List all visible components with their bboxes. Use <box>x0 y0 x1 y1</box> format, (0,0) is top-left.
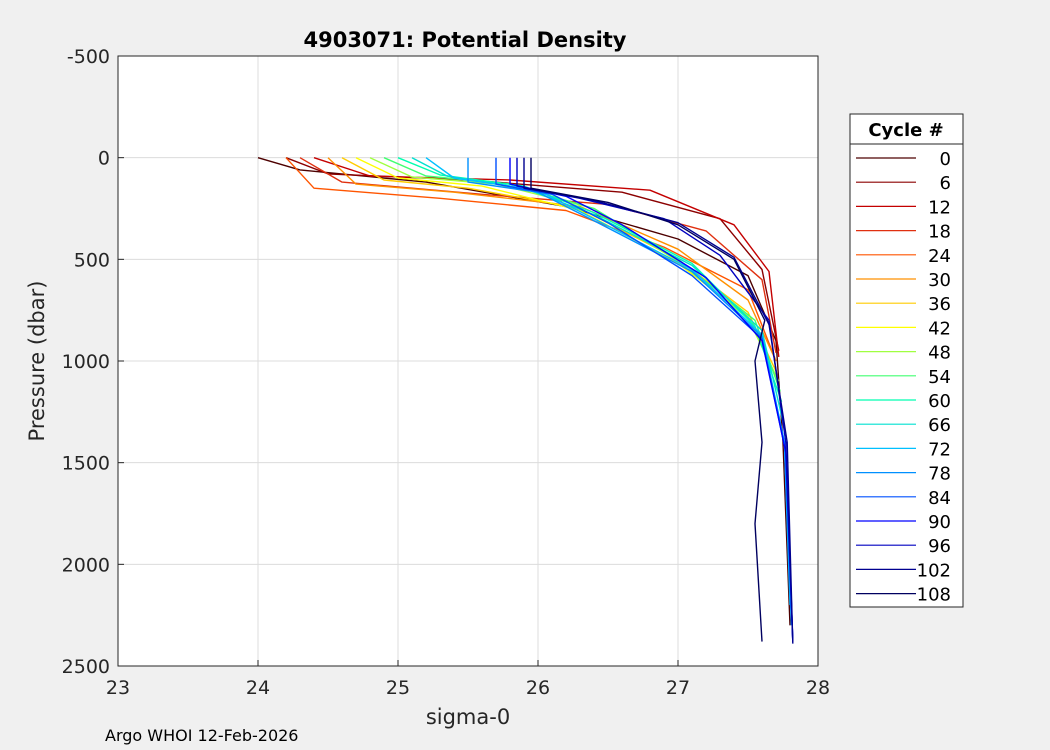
legend-title: Cycle # <box>868 120 943 141</box>
y-tick-label: 1000 <box>62 351 110 373</box>
legend-label: 78 <box>928 464 951 485</box>
legend-label: 60 <box>928 391 951 412</box>
legend: Cycle # 0 6 12 18 24 30 36 42 48 54 60 66 72 78 84 90 96… <box>849 113 964 608</box>
y-tick-label: 1500 <box>62 453 110 475</box>
legend-label: 102 <box>917 560 951 581</box>
legend-label: 108 <box>917 585 951 606</box>
legend-label: 0 <box>940 149 951 170</box>
x-tick-label: 27 <box>666 677 690 699</box>
x-axis-label: sigma-0 <box>426 705 510 729</box>
chart-title: 4903071: Potential Density <box>303 28 626 52</box>
legend-label: 48 <box>928 343 951 364</box>
legend-label: 66 <box>928 415 951 436</box>
legend-label: 42 <box>928 318 951 339</box>
y-tick-label: 2000 <box>62 554 110 576</box>
y-tick-label: 0 <box>98 148 110 170</box>
x-tick-label: 24 <box>246 677 270 699</box>
x-tick-label: 28 <box>806 677 830 699</box>
series-line-cycle-102 <box>523 157 794 644</box>
series-layer <box>257 157 794 644</box>
series-line-cycle-24 <box>285 157 777 362</box>
x-tick-label: 26 <box>526 677 550 699</box>
series-line-cycle-60 <box>397 157 783 402</box>
legend-label: 24 <box>928 246 951 267</box>
legend-label: 36 <box>928 294 951 315</box>
y-axis-label: Pressure (dbar) <box>25 281 49 442</box>
series-line-cycle-12 <box>313 157 780 357</box>
x-tick-label: 25 <box>386 677 410 699</box>
legend-label: 6 <box>940 173 951 194</box>
y-tick-label: 2500 <box>62 656 110 678</box>
y-tick-label: 500 <box>74 249 110 271</box>
legend-entries: 0 6 12 18 24 30 36 42 48 54 60 66 72 78 84 90 96 102 108 <box>856 149 951 606</box>
series-line-cycle-30 <box>327 157 777 362</box>
footer-text: Argo WHOI 12-Feb-2026 <box>105 726 298 745</box>
y-axis-ticks: -500 0 500 1000 1500 2000 2500 <box>62 46 124 678</box>
x-tick-label: 23 <box>106 677 130 699</box>
legend-label: 72 <box>928 439 951 460</box>
x-axis-ticks: 23 24 25 26 27 28 <box>106 660 830 699</box>
legend-label: 18 <box>928 222 951 243</box>
y-tick-label: -500 <box>67 46 110 68</box>
legend-label: 12 <box>928 197 951 218</box>
legend-label: 54 <box>928 367 951 388</box>
legend-box <box>849 113 964 608</box>
legend-label: 84 <box>928 488 951 509</box>
series-line-cycle-54 <box>383 157 781 392</box>
series-line-cycle-108 <box>530 157 766 642</box>
legend-label: 90 <box>928 512 951 533</box>
grid <box>117 55 819 667</box>
series-line-cycle-42 <box>355 157 777 378</box>
legend-label: 30 <box>928 270 951 291</box>
legend-label: 96 <box>928 536 951 557</box>
